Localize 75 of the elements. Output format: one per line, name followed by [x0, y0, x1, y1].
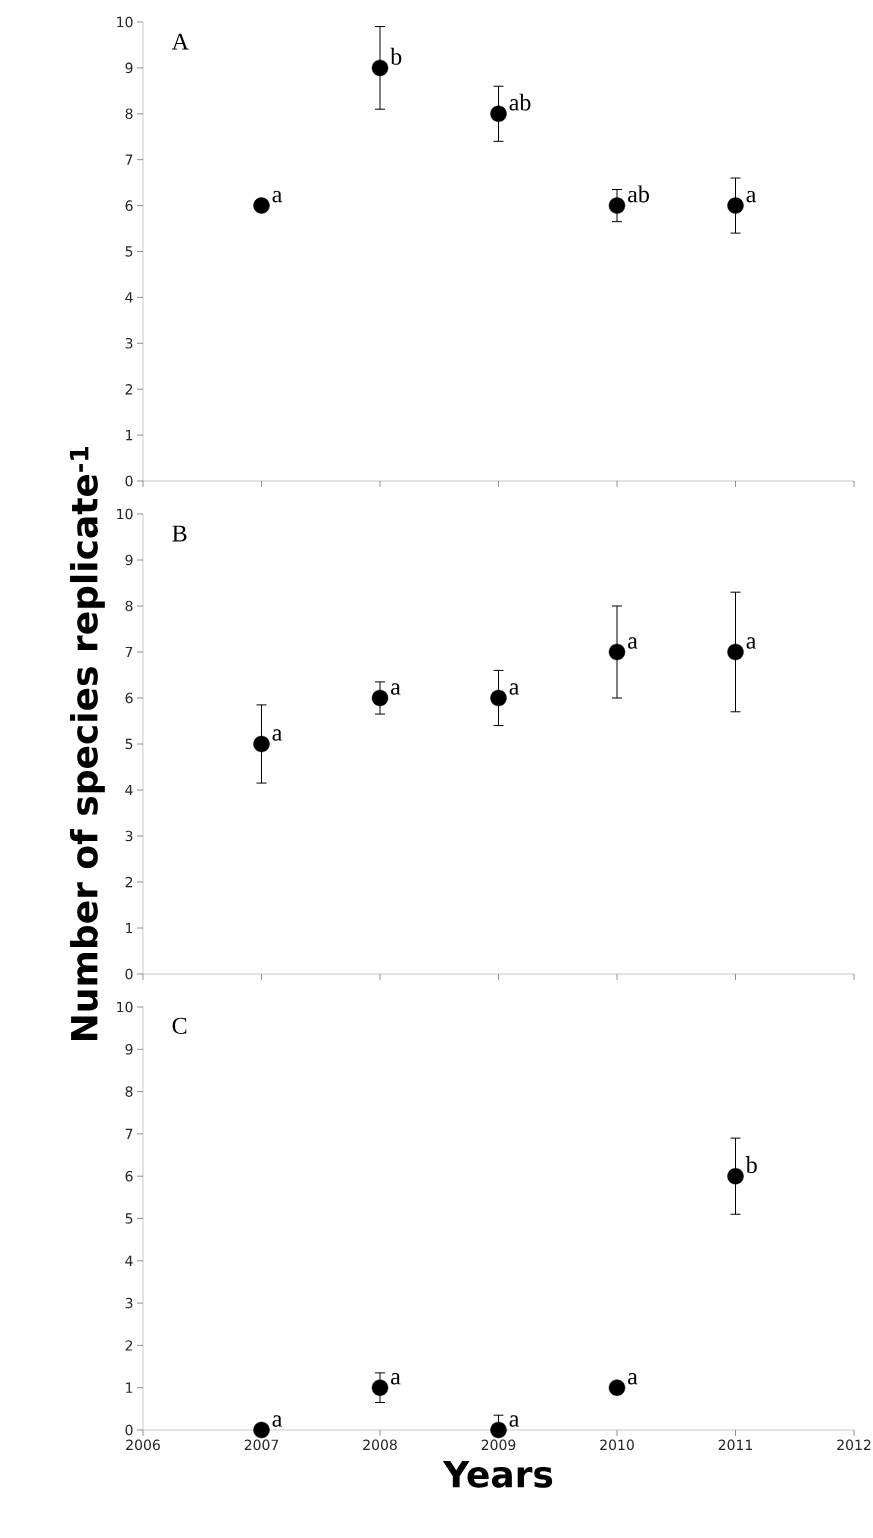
point [727, 643, 744, 661]
annotation: a [746, 637, 757, 649]
point [371, 1379, 389, 1396]
annotation: A [171, 33, 189, 50]
y-tick-label: 5 [125, 246, 133, 257]
y-tick-label: 4 [125, 1255, 133, 1266]
x-tick-label: 2012 [837, 1439, 871, 1451]
annotation: a [272, 1415, 283, 1427]
y-tick-label: 9 [125, 554, 133, 566]
y-tick-label: 5 [125, 738, 133, 750]
y-tick-label: 8 [125, 108, 133, 120]
y-tick-label: 7 [125, 154, 133, 165]
annotation: a [746, 190, 757, 203]
annotation: a [272, 190, 283, 203]
annotation: a [509, 683, 520, 695]
y-tick-label: 3 [125, 830, 133, 842]
y-tick-label: 8 [125, 600, 133, 612]
annotation: b [390, 47, 402, 65]
x-tick-label: 2008 [363, 1439, 397, 1451]
y-tick-label: 0 [125, 475, 133, 487]
annotation: a [628, 637, 638, 649]
point [490, 1421, 507, 1439]
y-tick-label: 1 [126, 1382, 133, 1393]
y-tick-label: 6 [125, 1170, 133, 1182]
y-tick-label: 3 [125, 337, 133, 349]
y-tick-label: 6 [125, 692, 133, 704]
y-tick-label: 1 [126, 922, 133, 934]
annotation: a [272, 729, 283, 741]
annotation: C [172, 1017, 187, 1034]
annotation: B [172, 525, 187, 542]
point [490, 105, 507, 122]
x-tick-label: 2010 [600, 1439, 634, 1451]
x-tick-label: 2007 [244, 1439, 279, 1451]
y-tick-label: 2 [125, 1340, 133, 1351]
annotation: ab [509, 93, 531, 111]
annotation: a [391, 1373, 401, 1385]
x-tick-label: 2006 [126, 1439, 160, 1451]
y-tick-label: 10 [117, 1001, 133, 1013]
point [371, 59, 389, 77]
y-tick-label: 2 [125, 383, 133, 395]
x-tick-label: 2011 [718, 1439, 753, 1451]
y-tick-label: 3 [125, 1297, 133, 1309]
point [608, 1379, 626, 1396]
y-tick-label: 1 [126, 429, 133, 441]
y-tick-label: 5 [125, 1213, 133, 1224]
y-tick-label: 0 [125, 1424, 133, 1436]
y-tick-label: 9 [125, 62, 133, 74]
point [253, 197, 270, 214]
y-tick-label: 0 [125, 968, 133, 980]
annotation: a [509, 1415, 520, 1427]
annotation: a [391, 683, 401, 695]
y-tick-label: 10 [117, 508, 133, 520]
point [608, 643, 626, 661]
point [727, 197, 744, 214]
annotation: ab [628, 185, 649, 203]
y-tick-label: 6 [125, 200, 133, 211]
y-tick-label: 10 [117, 16, 133, 28]
y-axis-title: Number of species replicate$^{-1}$ [69, 446, 105, 1041]
y-tick-label: 2 [125, 876, 133, 888]
y-tick-label: 8 [125, 1086, 133, 1097]
annotation: a [628, 1373, 638, 1385]
y-tick-label: 4 [125, 784, 133, 796]
y-tick-label: 4 [125, 292, 133, 303]
point [253, 1421, 270, 1439]
annotation: b [745, 1156, 757, 1173]
point [253, 735, 270, 753]
point [490, 689, 507, 707]
point [727, 1168, 744, 1185]
x-axis-title: Years [442, 1460, 553, 1488]
y-tick-label: 9 [125, 1044, 133, 1055]
point [371, 689, 389, 707]
x-tick-label: 2009 [481, 1439, 516, 1451]
y-tick-label: 7 [125, 1128, 133, 1139]
y-tick-label: 7 [125, 646, 133, 658]
point [608, 197, 626, 214]
